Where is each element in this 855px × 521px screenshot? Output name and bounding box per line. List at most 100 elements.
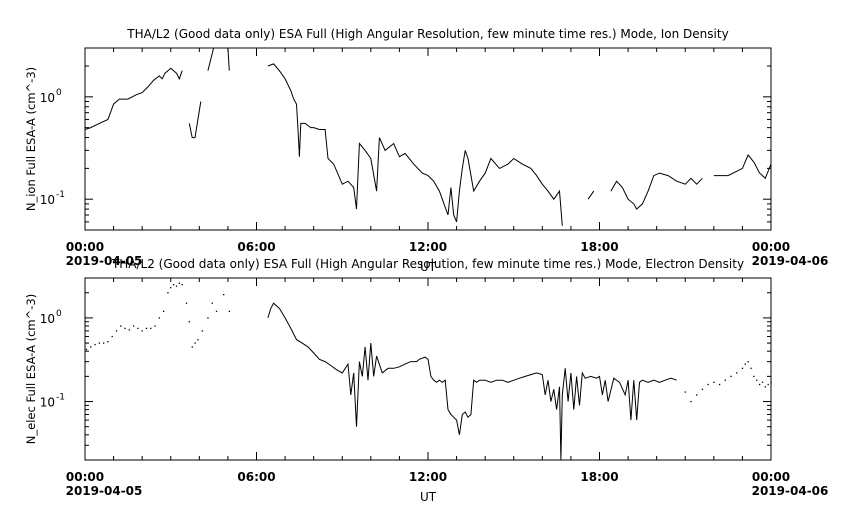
data-point bbox=[158, 317, 161, 319]
x-date-label-end: 2019-04-06 bbox=[752, 254, 829, 268]
series-line bbox=[267, 63, 563, 226]
data-point bbox=[761, 381, 764, 383]
data-point bbox=[124, 327, 126, 330]
data-point bbox=[132, 325, 135, 327]
x-axis-label: UT bbox=[420, 260, 437, 274]
y-tick-label: 10 bbox=[40, 396, 55, 410]
data-point bbox=[90, 346, 92, 348]
data-layer bbox=[84, 47, 772, 226]
data-point bbox=[201, 330, 203, 332]
data-point bbox=[137, 327, 139, 330]
x-tick-label: 00:00 bbox=[66, 470, 104, 484]
y-tick-label: 10 bbox=[40, 193, 55, 207]
data-point bbox=[163, 310, 165, 312]
y-axis-label: N_ion Full ESA-A (cm^-3) bbox=[24, 67, 38, 211]
data-point bbox=[724, 379, 726, 381]
data-point bbox=[767, 383, 769, 386]
data-point bbox=[120, 325, 122, 327]
x-tick-label: 18:00 bbox=[580, 240, 618, 254]
x-date-label-end: 2019-04-06 bbox=[752, 484, 829, 498]
x-tick-label: 06:00 bbox=[237, 240, 275, 254]
series-line bbox=[587, 190, 595, 200]
data-point bbox=[173, 284, 175, 286]
series-line bbox=[84, 67, 183, 130]
x-date-label-start: 2019-04-05 bbox=[66, 484, 143, 498]
data-point bbox=[102, 342, 105, 344]
y-tick-exponent: 0 bbox=[56, 309, 62, 319]
data-point bbox=[141, 330, 143, 332]
data-point bbox=[211, 302, 213, 304]
plot-frame bbox=[84, 277, 772, 461]
data-point bbox=[684, 391, 686, 393]
x-tick-label: 06:00 bbox=[237, 470, 275, 484]
data-point bbox=[215, 310, 218, 312]
series-line bbox=[713, 154, 772, 180]
data-point bbox=[696, 394, 698, 396]
data-layer bbox=[85, 282, 772, 461]
series-line bbox=[610, 172, 703, 210]
data-point bbox=[756, 379, 758, 381]
data-point bbox=[85, 348, 88, 351]
data-point bbox=[764, 386, 766, 388]
data-point bbox=[170, 287, 172, 289]
data-point bbox=[197, 339, 199, 341]
data-point bbox=[191, 346, 193, 348]
data-point bbox=[188, 321, 191, 323]
data-point bbox=[167, 292, 169, 294]
x-tick-label: 00:00 bbox=[66, 240, 104, 254]
x-tick-label: 18:00 bbox=[580, 470, 618, 484]
x-axis-label: UT bbox=[420, 490, 437, 504]
data-point bbox=[750, 367, 752, 369]
x-date-label-start: 2019-04-05 bbox=[66, 254, 143, 268]
y-tick-exponent: -1 bbox=[56, 190, 65, 200]
x-tick-label: 00:00 bbox=[752, 470, 790, 484]
electron-density-panel: THA/L2 (Good data only) ESA Full (High A… bbox=[24, 257, 828, 504]
data-point bbox=[107, 341, 109, 343]
data-point bbox=[185, 302, 188, 304]
series-line bbox=[188, 101, 202, 139]
y-axis-label: N_elec Full ESA-A (cm^-3) bbox=[24, 294, 38, 444]
data-point bbox=[713, 381, 715, 383]
data-point bbox=[111, 335, 113, 338]
data-point bbox=[747, 361, 749, 363]
x-tick-label: 00:00 bbox=[752, 240, 790, 254]
data-point bbox=[736, 372, 738, 374]
x-tick-label: 12:00 bbox=[409, 470, 447, 484]
panel-title: THA/L2 (Good data only) ESA Full (High A… bbox=[126, 27, 728, 41]
plot-frame bbox=[84, 47, 772, 231]
data-point bbox=[207, 317, 209, 319]
data-point bbox=[94, 343, 96, 346]
data-point bbox=[223, 293, 225, 296]
x-tick-label: 12:00 bbox=[409, 240, 447, 254]
y-tick-exponent: 0 bbox=[56, 88, 62, 98]
y-tick-exponent: -1 bbox=[56, 393, 65, 403]
data-point bbox=[115, 330, 118, 332]
series-line bbox=[267, 302, 677, 461]
data-point bbox=[228, 310, 231, 312]
data-point bbox=[145, 327, 148, 330]
data-point bbox=[753, 375, 755, 378]
data-point bbox=[98, 342, 100, 344]
data-point bbox=[758, 383, 761, 386]
data-point bbox=[194, 342, 196, 344]
data-point bbox=[175, 285, 178, 287]
data-point bbox=[701, 388, 704, 391]
data-point bbox=[730, 375, 732, 378]
data-point bbox=[154, 325, 156, 327]
y-tick-label: 10 bbox=[40, 91, 55, 105]
data-point bbox=[150, 327, 152, 330]
data-point bbox=[707, 383, 709, 386]
data-point bbox=[128, 329, 131, 331]
series-line bbox=[207, 47, 215, 71]
ion-density-panel: THA/L2 (Good data only) ESA Full (High A… bbox=[24, 27, 828, 274]
data-point bbox=[744, 363, 746, 365]
data-point bbox=[178, 282, 181, 284]
y-tick-label: 10 bbox=[40, 312, 55, 326]
data-point bbox=[181, 284, 183, 286]
data-point bbox=[718, 383, 721, 386]
panel-title: THA/L2 (Good data only) ESA Full (High A… bbox=[111, 257, 744, 271]
